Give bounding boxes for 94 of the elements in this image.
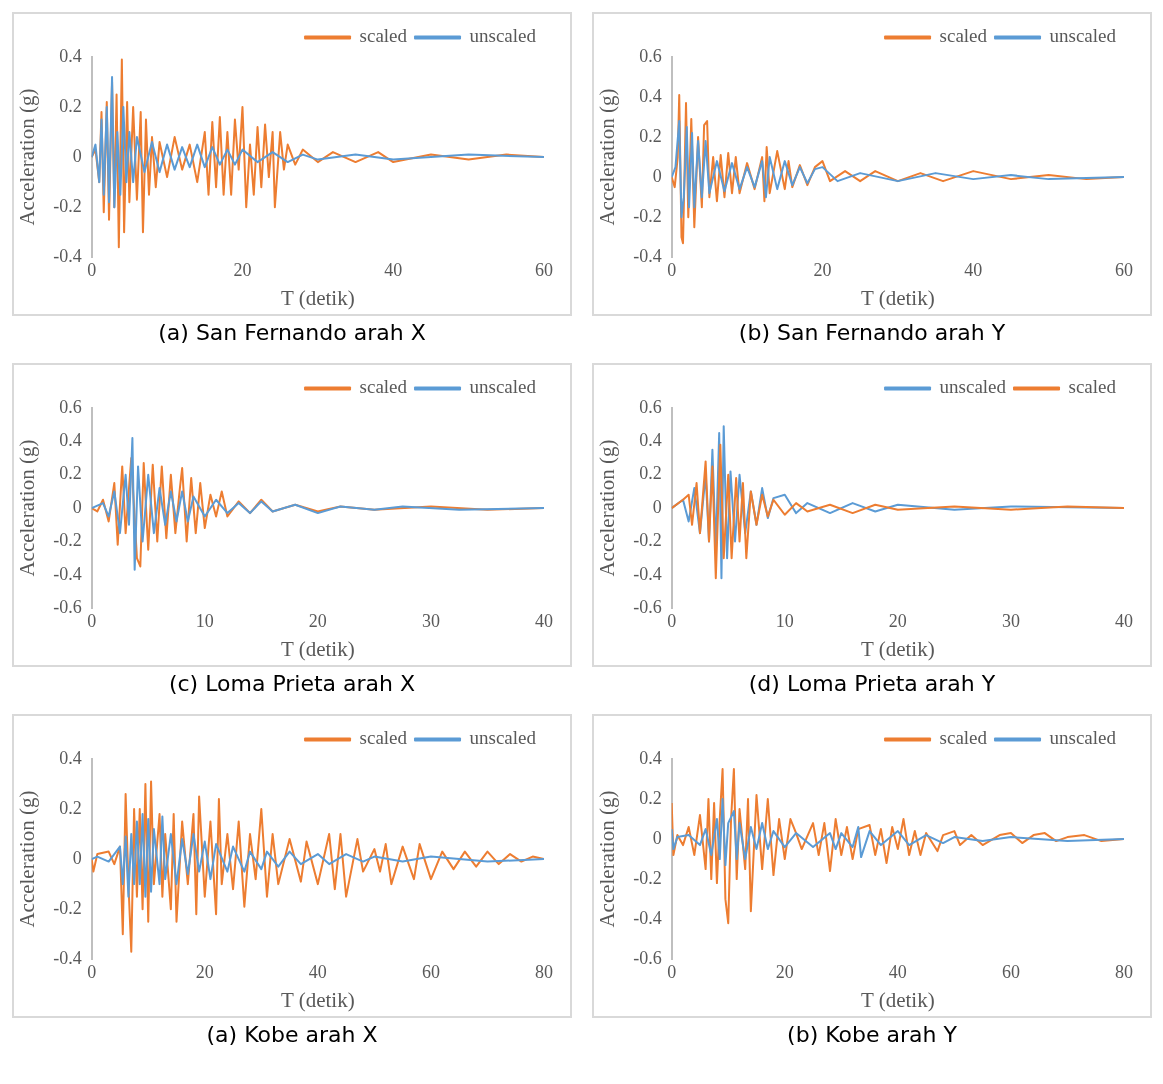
x-tick-label: 30 bbox=[1001, 610, 1020, 631]
y-tick-label: 0.2 bbox=[59, 95, 82, 116]
text: (c) Loma Prieta arah X bbox=[167, 671, 417, 696]
y-tick-label: 0.2 bbox=[59, 797, 82, 818]
y-tick-label: 0.2 bbox=[639, 787, 662, 808]
text: (a) Kobe arah X bbox=[205, 1022, 379, 1047]
y-tick-label: -0.2 bbox=[53, 195, 82, 216]
legend-label: unscaled bbox=[469, 376, 537, 398]
x-tick-label: 20 bbox=[775, 961, 794, 982]
x-tick-label: 0 bbox=[87, 610, 97, 631]
y-tick-label: 0 bbox=[652, 496, 662, 517]
x-tick-label: 40 bbox=[1115, 610, 1133, 631]
x-tick-label: 20 bbox=[888, 610, 907, 631]
x-tick-label: 0 bbox=[667, 259, 677, 280]
x-tick-label: 10 bbox=[775, 610, 794, 631]
x-tick-label: 40 bbox=[964, 259, 983, 280]
legend-label: unscaled bbox=[469, 727, 537, 749]
y-tick-label: -0.4 bbox=[633, 907, 662, 928]
text: (a) San Fernando arah X bbox=[157, 320, 427, 345]
y-tick-label: 0.2 bbox=[59, 463, 82, 484]
x-tick-label: 20 bbox=[233, 259, 252, 280]
x-tick-label: 0 bbox=[667, 961, 677, 982]
y-axis-title: Acceleration (g) bbox=[15, 88, 40, 226]
y-tick-label: 0.2 bbox=[639, 125, 662, 146]
y-tick-label: -0.2 bbox=[633, 205, 662, 226]
y-axis-title: Acceleration (g) bbox=[595, 790, 620, 928]
x-axis-title: T (detik) bbox=[861, 987, 935, 1012]
y-tick-label: -0.4 bbox=[53, 947, 82, 968]
x-axis-title: T (detik) bbox=[281, 636, 355, 661]
x-tick-label: 60 bbox=[1115, 259, 1133, 280]
y-tick-label: 0 bbox=[652, 165, 662, 186]
x-tick-label: 10 bbox=[195, 610, 214, 631]
y-tick-label: 0 bbox=[72, 847, 82, 868]
x-axis-title: T (detik) bbox=[861, 285, 935, 310]
x-tick-label: 60 bbox=[535, 259, 553, 280]
x-axis-title: T (detik) bbox=[281, 987, 355, 1012]
x-tick-label: 40 bbox=[308, 961, 327, 982]
legend-label: unscaled bbox=[939, 376, 1007, 398]
y-tick-label: 0.4 bbox=[59, 430, 82, 451]
x-tick-label: 0 bbox=[87, 961, 97, 982]
x-tick-label: 20 bbox=[813, 259, 832, 280]
x-tick-label: 60 bbox=[1001, 961, 1020, 982]
legend-label: unscaled bbox=[1049, 25, 1117, 47]
y-tick-label: -0.4 bbox=[633, 563, 662, 584]
y-tick-label: -0.6 bbox=[633, 947, 662, 968]
x-tick-label: 0 bbox=[667, 610, 677, 631]
y-tick-label: 0.2 bbox=[639, 463, 662, 484]
x-tick-label: 30 bbox=[421, 610, 440, 631]
x-tick-label: 20 bbox=[195, 961, 214, 982]
legend-label: unscaled bbox=[469, 25, 537, 47]
x-axis-title: T (detik) bbox=[281, 285, 355, 310]
x-tick-label: 80 bbox=[535, 961, 553, 982]
y-tick-label: 0.4 bbox=[639, 430, 662, 451]
legend-label: unscaled bbox=[1049, 727, 1117, 749]
y-tick-label: -0.2 bbox=[633, 867, 662, 888]
y-tick-label: 0.4 bbox=[59, 45, 82, 66]
x-tick-label: 40 bbox=[888, 961, 907, 982]
y-tick-label: -0.6 bbox=[53, 596, 82, 617]
x-tick-label: 20 bbox=[308, 610, 327, 631]
x-tick-label: 60 bbox=[421, 961, 440, 982]
text: (b) San Fernando arah Y bbox=[737, 320, 1007, 345]
y-tick-label: -0.2 bbox=[53, 897, 82, 918]
y-tick-label: -0.2 bbox=[633, 530, 662, 551]
y-tick-label: 0 bbox=[72, 145, 82, 166]
y-tick-label: -0.4 bbox=[53, 245, 82, 266]
y-tick-label: 0.6 bbox=[59, 396, 82, 417]
y-tick-label: -0.4 bbox=[53, 563, 82, 584]
legend-label: scaled bbox=[359, 727, 408, 749]
y-axis-title: Acceleration (g) bbox=[595, 439, 620, 577]
x-tick-label: 0 bbox=[87, 259, 97, 280]
x-tick-label: 80 bbox=[1115, 961, 1133, 982]
legend-label: scaled bbox=[1068, 376, 1117, 398]
legend-label: scaled bbox=[939, 25, 988, 47]
y-tick-label: 0 bbox=[72, 496, 82, 517]
y-tick-label: 0 bbox=[652, 827, 662, 848]
y-axis-title: Acceleration (g) bbox=[595, 88, 620, 226]
legend-label: scaled bbox=[939, 727, 988, 749]
x-tick-label: 40 bbox=[535, 610, 553, 631]
y-tick-label: 0.6 bbox=[639, 45, 662, 66]
y-tick-label: -0.4 bbox=[633, 245, 662, 266]
text: (d) Loma Prieta arah Y bbox=[747, 671, 997, 696]
y-tick-label: 0.4 bbox=[639, 85, 662, 106]
y-tick-label: -0.2 bbox=[53, 530, 82, 551]
y-tick-label: -0.6 bbox=[633, 596, 662, 617]
x-axis-title: T (detik) bbox=[861, 636, 935, 661]
y-tick-label: 0.4 bbox=[639, 747, 662, 768]
legend-label: scaled bbox=[359, 25, 408, 47]
text: (b) Kobe arah Y bbox=[786, 1022, 958, 1047]
y-axis-title: Acceleration (g) bbox=[15, 790, 40, 928]
y-tick-label: 0.4 bbox=[59, 747, 82, 768]
x-tick-label: 40 bbox=[384, 259, 403, 280]
y-axis-title: Acceleration (g) bbox=[15, 439, 40, 577]
legend-label: scaled bbox=[359, 376, 408, 398]
y-tick-label: 0.6 bbox=[639, 396, 662, 417]
